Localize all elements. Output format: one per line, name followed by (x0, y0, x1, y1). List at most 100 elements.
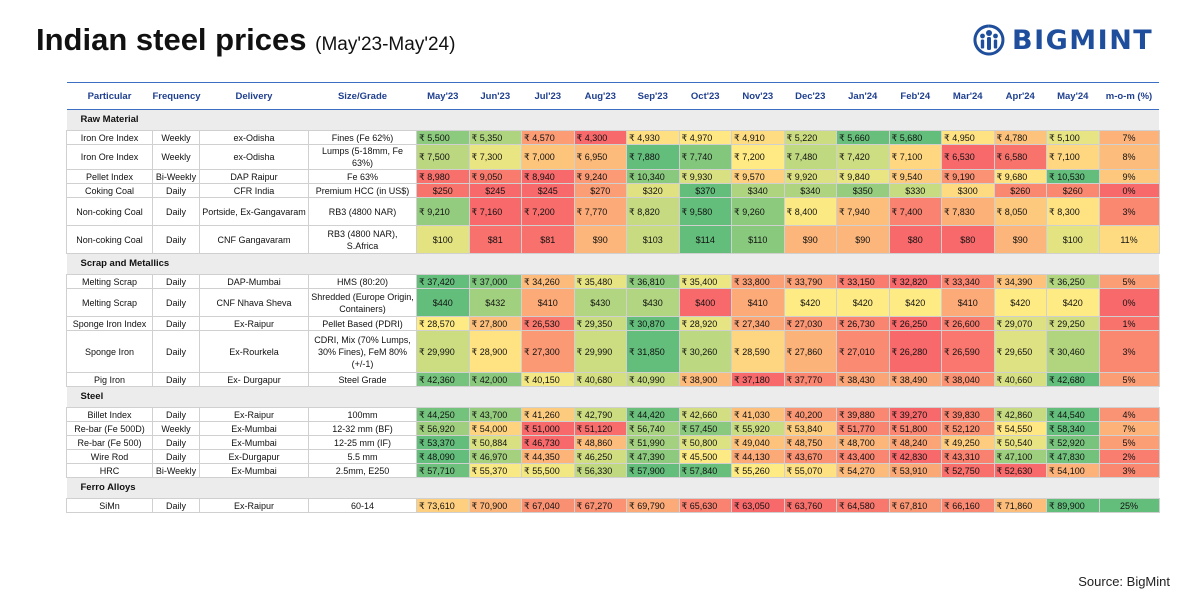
table-body: Raw Material Iron Ore Index Weekly ex-Odish… (66, 109, 1160, 513)
value-cell: ₹ 71,860 (993, 498, 1047, 513)
value-cell: $260 (993, 183, 1047, 198)
value-cell: ₹ 50,800 (678, 435, 732, 450)
value-cell: $330 (888, 183, 942, 198)
brand-logo: BIGMINT (972, 22, 1153, 58)
label-cell: Premium HCC (in US$) (308, 183, 417, 198)
column-header: Jul'23 (521, 82, 574, 110)
value-cell: ₹ 47,390 (626, 449, 680, 464)
value-cell: ₹ 57,900 (626, 463, 680, 478)
label-cell: ex-Odisha (199, 144, 309, 170)
value-cell: ₹ 63,050 (731, 498, 785, 513)
value-cell: ₹ 8,980 (416, 169, 470, 184)
value-cell: ₹ 36,810 (626, 274, 680, 289)
value-cell: ₹ 28,920 (678, 316, 732, 331)
value-cell: $420 (783, 288, 837, 317)
section-title: Scrap and Metallics (66, 253, 1159, 275)
value-cell: $90 (836, 225, 890, 254)
value-cell: $350 (836, 183, 890, 198)
value-cell: $420 (836, 288, 890, 317)
value-cell: ₹ 40,680 (573, 372, 627, 387)
value-cell: $110 (731, 225, 785, 254)
value-cell: ₹ 67,810 (888, 498, 942, 513)
value-cell: ₹ 40,150 (521, 372, 575, 387)
value-cell: ₹ 30,870 (626, 316, 680, 331)
value-cell: ₹ 51,770 (836, 421, 890, 436)
label-cell: Daily (152, 225, 200, 254)
table-row: Billet Index Daily Ex-Raipur 100mm ₹ 44,250 ₹… (66, 407, 1160, 422)
value-cell: ₹ 9,210 (416, 197, 470, 226)
label-cell: Iron Ore Index (66, 144, 153, 170)
value-cell: ₹ 29,350 (573, 316, 627, 331)
mom-cell: 3% (1098, 197, 1160, 226)
value-cell: ₹ 9,260 (731, 197, 785, 226)
value-cell: ₹ 8,400 (783, 197, 837, 226)
value-cell: ₹ 4,930 (626, 130, 680, 145)
value-cell: $300 (941, 183, 995, 198)
value-cell: ₹ 42,830 (888, 449, 942, 464)
value-cell: ₹ 48,240 (888, 435, 942, 450)
value-cell: ₹ 7,160 (468, 197, 522, 226)
column-header: Mar'24 (941, 82, 994, 110)
label-cell: Daily (152, 288, 200, 317)
value-cell: ₹ 4,950 (941, 130, 995, 145)
label-cell: Non-coking Coal (66, 197, 153, 226)
value-cell: ₹ 28,900 (468, 330, 522, 373)
table-row: Iron Ore Index Weekly ex-Odisha Lumps (5-18… (66, 144, 1160, 170)
label-cell: Ex-Raipur (199, 407, 309, 422)
value-cell: ₹ 37,770 (783, 372, 837, 387)
value-cell: ₹ 43,700 (468, 407, 522, 422)
value-cell: ₹ 57,840 (678, 463, 732, 478)
value-cell: ₹ 55,260 (731, 463, 785, 478)
label-cell: HMS (80:20) (308, 274, 417, 289)
value-cell: ₹ 29,070 (993, 316, 1047, 331)
value-cell: ₹ 56,740 (626, 421, 680, 436)
value-cell: $400 (678, 288, 732, 317)
value-cell: ₹ 55,500 (521, 463, 575, 478)
value-cell: $340 (731, 183, 785, 198)
value-cell: ₹ 44,540 (1046, 407, 1100, 422)
label-cell: Ex-Mumbai (199, 421, 309, 436)
value-cell: ₹ 5,100 (1046, 130, 1100, 145)
label-cell: Melting Scrap (66, 274, 153, 289)
label-cell: Daily (152, 498, 200, 513)
value-cell: ₹ 29,650 (993, 330, 1047, 373)
value-cell: ₹ 52,750 (941, 463, 995, 478)
title-text: Indian steel prices (36, 22, 307, 57)
value-cell: ₹ 10,530 (1046, 169, 1100, 184)
section-row: Steel (66, 386, 1159, 408)
label-cell: Daily (152, 449, 200, 464)
value-cell: ₹ 58,340 (1046, 421, 1100, 436)
label-cell: Daily (152, 435, 200, 450)
table-row: Non-coking Coal Daily Portside, Ex-Gangava… (66, 197, 1160, 226)
value-cell: ₹ 29,250 (1046, 316, 1100, 331)
label-cell: 2.5mm, E250 (308, 463, 417, 478)
value-cell: ₹ 52,920 (1046, 435, 1100, 450)
label-cell: DAP-Mumbai (199, 274, 309, 289)
value-cell: ₹ 51,990 (626, 435, 680, 450)
table-row: Coking Coal Daily CFR India Premium HCC (in… (66, 183, 1160, 198)
value-cell: ₹ 46,970 (468, 449, 522, 464)
label-cell: Ex-Rourkela (199, 330, 309, 373)
label-cell: Pellet Based (PDRI) (308, 316, 417, 331)
column-header: Dec'23 (784, 82, 837, 110)
value-cell: ₹ 52,630 (993, 463, 1047, 478)
column-header: Jun'23 (469, 82, 522, 110)
value-cell: ₹ 9,840 (836, 169, 890, 184)
value-cell: ₹ 9,580 (678, 197, 732, 226)
column-header: Oct'23 (679, 82, 732, 110)
value-cell: ₹ 30,260 (678, 330, 732, 373)
label-cell: Ex- Durgapur (199, 372, 309, 387)
value-cell: ₹ 54,270 (836, 463, 890, 478)
value-cell: $114 (678, 225, 732, 254)
value-cell: ₹ 37,000 (468, 274, 522, 289)
value-cell: ₹ 8,940 (521, 169, 575, 184)
table-row: Non-coking Coal Daily CNF Gangavaram RB3 (4… (66, 225, 1160, 254)
value-cell: $100 (1046, 225, 1100, 254)
label-cell: Sponge Iron Index (66, 316, 153, 331)
value-cell: ₹ 7,400 (888, 197, 942, 226)
value-cell: ₹ 48,750 (783, 435, 837, 450)
label-cell: 12-25 mm (IF) (308, 435, 417, 450)
label-cell: Melting Scrap (66, 288, 153, 317)
value-cell: ₹ 57,450 (678, 421, 732, 436)
table-row: Sponge Iron Index Daily Ex-Raipur Pellet Ba… (66, 316, 1160, 331)
